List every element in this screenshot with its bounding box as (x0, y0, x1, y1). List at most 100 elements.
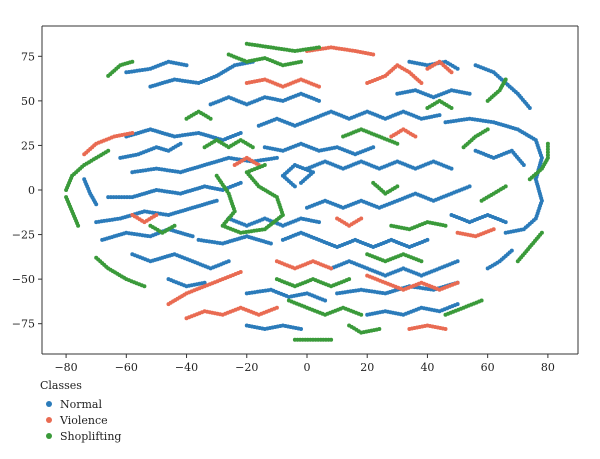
scatter-point-normal (503, 220, 508, 225)
scatter-point-normal (317, 98, 321, 103)
scatter-point-shoplifting (76, 223, 81, 228)
scatter-point-violence (274, 305, 279, 310)
shoplifting-marker-icon (46, 433, 52, 439)
scatter-point-shoplifting (449, 106, 454, 110)
scatter-point-shoplifting (359, 312, 364, 317)
scatter-point-shoplifting (172, 223, 177, 228)
scatter-point-shoplifting (545, 144, 550, 149)
scatter-point-shoplifting (142, 284, 147, 289)
scatter-point-violence (449, 70, 454, 75)
scatter-point-shoplifting (419, 259, 424, 264)
scatter-point-shoplifting (347, 277, 352, 282)
scatter-point-violence (154, 213, 159, 217)
y-ticks: −75 −50 −25 0 25 50 75 (12, 50, 42, 331)
x-tick-label: 80 (541, 361, 555, 374)
scatter-point-shoplifting (503, 77, 508, 82)
plot-axes (41, 25, 579, 355)
scatter-point-normal (238, 180, 243, 185)
y-tick-label: 25 (21, 139, 35, 152)
x-tick-label: −40 (175, 361, 198, 374)
scatter-point-normal (214, 198, 219, 203)
scatter-point-shoplifting (208, 116, 213, 121)
scatter-point-normal (503, 230, 508, 235)
scatter-point-shoplifting (299, 59, 303, 64)
scatter-point-shoplifting (262, 163, 267, 167)
y-tick-label: 75 (21, 50, 35, 63)
scatter-point-violence (491, 227, 496, 232)
scatter-point-normal (527, 106, 532, 110)
scatter-point-shoplifting (395, 184, 400, 189)
scatter-point-normal (425, 237, 430, 242)
scatter-point-normal (455, 259, 460, 264)
legend-label-shoplifting: Shoplifting (60, 429, 122, 443)
data-points (64, 41, 550, 342)
scatter-point-shoplifting (395, 141, 400, 146)
scatter-point-violence (455, 280, 460, 285)
scatter-point-normal (467, 184, 472, 189)
scatter-point-violence (317, 84, 321, 89)
x-tick-label: 40 (420, 361, 434, 374)
y-tick-label: −75 (12, 318, 35, 331)
scatter-point-violence (413, 134, 418, 139)
legend-item-normal: Normal (46, 396, 121, 412)
legend: Classes Normal Violence Shoplifting (40, 379, 121, 444)
scatter-point-shoplifting (329, 337, 334, 342)
scatter-point-normal (467, 91, 472, 96)
legend-label-normal: Normal (60, 397, 103, 411)
scatter-point-shoplifting (545, 141, 550, 146)
scatter-point-shoplifting (377, 327, 382, 331)
violence-marker-icon (46, 417, 52, 423)
scatter-point-shoplifting (317, 45, 321, 50)
scatter-point-normal (371, 145, 376, 150)
legend-item-shoplifting: Shoplifting (46, 428, 121, 444)
x-tick-label: 20 (360, 361, 374, 374)
scatter-point-normal (299, 327, 303, 331)
scatter-point-violence (419, 81, 424, 85)
scatter-point-shoplifting (503, 184, 508, 189)
scatter-point-shoplifting (545, 153, 550, 158)
scatter-point-violence (443, 327, 448, 331)
scatter-point-normal (449, 166, 454, 171)
scatter-point-shoplifting (130, 59, 135, 64)
y-tick-label: −25 (12, 229, 35, 242)
scatter-point-normal (455, 66, 460, 71)
scatter-point-shoplifting (545, 155, 550, 160)
scatter-point-normal (226, 259, 231, 264)
scatter-point-shoplifting (545, 150, 550, 155)
scatter-point-violence (238, 270, 243, 274)
scatter-point-normal (94, 202, 99, 207)
y-tick-label: 50 (21, 95, 35, 108)
y-tick-label: 0 (28, 184, 35, 197)
x-tick-label: −20 (235, 361, 258, 374)
scatter-point-normal (190, 234, 195, 239)
scatter-point-shoplifting (539, 230, 544, 235)
scatter-point-shoplifting (545, 147, 550, 152)
x-tick-label: −60 (115, 361, 138, 374)
scatter-point-normal (437, 113, 442, 118)
scatter-point-violence (371, 52, 376, 57)
scatter-point-normal (184, 63, 189, 68)
legend-label-violence: Violence (60, 413, 108, 427)
scatter-point-normal (202, 280, 207, 285)
x-tick-label: 0 (303, 361, 310, 374)
scatter-point-violence (329, 266, 334, 271)
scatter-point-normal (323, 298, 328, 303)
y-tick-label: −50 (12, 273, 35, 286)
scatter-point-shoplifting (485, 127, 490, 132)
scatter-point-violence (130, 131, 135, 135)
scatter-point-normal (455, 302, 460, 307)
scatter-point-shoplifting (479, 298, 484, 303)
scatter-point-normal (268, 241, 273, 246)
legend-item-violence: Violence (46, 412, 121, 428)
normal-marker-icon (46, 401, 52, 407)
scatter-point-normal (317, 220, 321, 225)
scatter-point-shoplifting (106, 148, 111, 153)
scatter-point-normal (509, 248, 514, 253)
x-tick-label: 60 (481, 361, 495, 374)
scatter-point-shoplifting (250, 145, 255, 150)
scatter-point-normal (521, 163, 526, 167)
legend-title: Classes (40, 379, 82, 392)
scatter-point-normal (238, 131, 243, 135)
x-ticks: −80 −60 −40 −20 0 20 40 60 80 (54, 354, 555, 374)
